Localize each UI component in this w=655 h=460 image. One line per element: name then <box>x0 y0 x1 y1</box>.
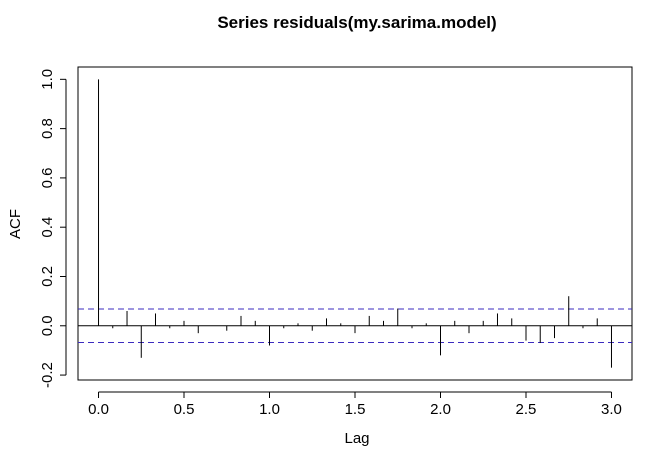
y-tick-label: 0.8 <box>39 118 56 139</box>
x-tick-label: 0.5 <box>174 401 195 418</box>
y-tick-label: 0.6 <box>39 167 56 188</box>
plot-area-frame <box>77 66 633 381</box>
y-axis: -0.2 0.0 0.2 0.4 0.6 0.8 1.0 <box>39 69 67 388</box>
x-tick-label: 1.0 <box>259 401 280 418</box>
y-axis-label: ACF <box>7 209 24 239</box>
y-tick-label: -0.2 <box>39 362 56 388</box>
x-tick-label: 2.0 <box>430 401 451 418</box>
y-tick-label: 1.0 <box>39 69 56 90</box>
x-tick-label: 1.5 <box>345 401 366 418</box>
acf-spikes <box>98 79 612 368</box>
x-tick-label: 3.0 <box>601 401 622 418</box>
y-tick-label: 0.4 <box>39 217 56 238</box>
x-tick-label: 0.0 <box>88 401 109 418</box>
chart-title: Series residuals(my.sarima.model) <box>217 13 496 32</box>
y-tick-label: 0.2 <box>39 266 56 287</box>
x-tick-label: 2.5 <box>516 401 537 418</box>
x-axis-label: Lag <box>344 430 369 447</box>
x-axis: 0.0 0.5 1.0 1.5 2.0 2.5 3.0 <box>88 391 622 418</box>
y-tick-label: 0.0 <box>39 315 56 336</box>
